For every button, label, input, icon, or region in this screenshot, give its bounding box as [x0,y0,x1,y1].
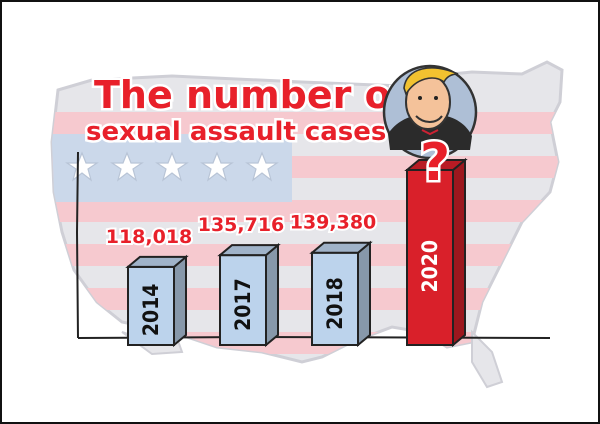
bar-2014 [125,254,189,348]
bar-top [217,244,281,257]
caricature-portrait-icon [382,64,478,160]
bar-top [309,241,373,254]
bar-year-label: 2018 [323,277,347,330]
bar-top [404,159,468,171]
star-icon [65,151,99,182]
bar-front [127,265,175,346]
bar-2018 [309,240,373,348]
chart-title-line1: The number of [94,73,408,117]
chart-title-line2: sexual assault cases [86,117,386,147]
star-icon [200,151,234,182]
bar-value-label: 135,716 [198,214,285,236]
bar-year-label: 2020 [418,240,442,293]
star-icon [245,151,279,182]
star-icon [110,151,144,182]
bar-value-label: 139,380 [290,212,377,234]
bar-side [265,243,279,348]
star-icon [155,151,189,182]
bars-group: 2014 118,018 2017 135,716 2018 139,380 2020 [104,157,468,348]
bar-2017 [217,243,281,348]
bar-top [125,255,189,268]
star-icon-row [65,151,279,182]
bar-year-label: 2017 [231,278,255,331]
bar-side [173,254,187,348]
bar-side [357,240,371,348]
bar-2020 [404,157,468,348]
bar-front [311,251,359,346]
question-mark-icon: ? [420,133,450,193]
bar-year-label: 2014 [139,284,163,337]
bar-value-label: 118,018 [106,226,193,248]
bar-side [452,157,466,348]
